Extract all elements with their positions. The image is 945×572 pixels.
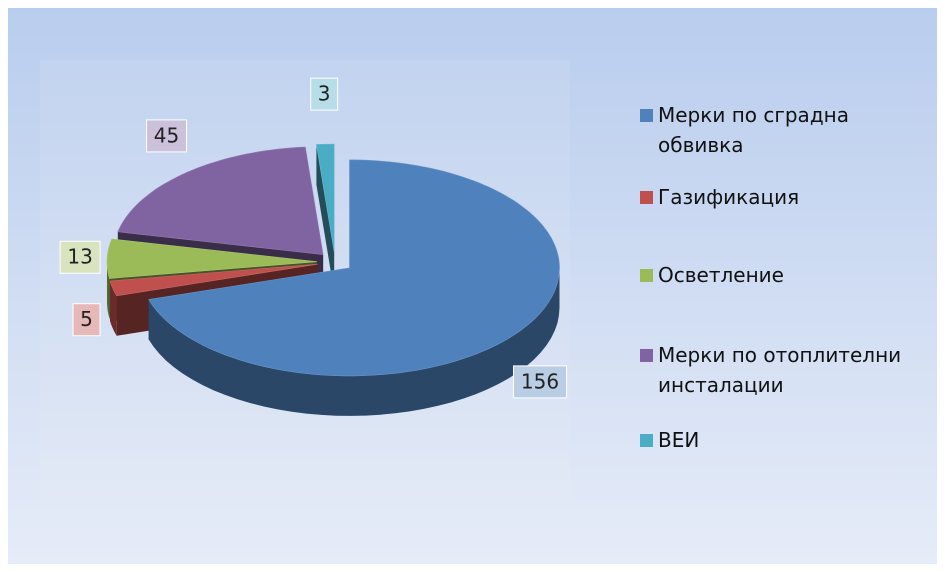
slice-side xyxy=(110,281,117,336)
legend-item: Мерки по отоплителни инсталации xyxy=(640,340,940,400)
legend-swatch xyxy=(640,191,653,204)
legend-item: ВЕИ xyxy=(640,425,940,455)
slice xyxy=(148,159,560,377)
legend-label: Газификация xyxy=(658,185,800,209)
slice-side xyxy=(148,267,560,416)
slice xyxy=(106,238,318,279)
legend-swatch xyxy=(640,349,653,362)
data-label-box xyxy=(72,303,101,337)
data-label: 156 xyxy=(521,369,559,393)
slice-side xyxy=(107,261,110,319)
data-label: 3 xyxy=(318,82,331,106)
data-label: 5 xyxy=(80,307,93,331)
legend-swatch xyxy=(640,434,653,447)
data-label-box xyxy=(513,365,568,399)
legend-label: ВЕИ xyxy=(658,428,700,452)
legend-swatch xyxy=(640,269,653,282)
data-label-box xyxy=(146,119,188,153)
pie xyxy=(106,143,560,416)
legend-item: Газификация xyxy=(640,182,940,212)
legend-label: Мерки по сградна обвивка xyxy=(658,103,849,157)
data-label: 13 xyxy=(67,245,92,269)
legend-label: Осветление xyxy=(658,263,784,287)
legend-label: Мерки по отоплителни инсталации xyxy=(658,343,902,397)
data-label-box xyxy=(59,240,101,274)
slice-cut-face xyxy=(316,144,335,293)
slice xyxy=(109,263,318,297)
legend-item: Мерки по сградна обвивка xyxy=(640,100,940,160)
data-label-box xyxy=(310,77,339,111)
slice xyxy=(117,146,324,255)
legend-item: Осветление xyxy=(640,260,940,290)
slice xyxy=(316,143,335,253)
data-label: 45 xyxy=(154,123,179,147)
legend-swatch xyxy=(640,109,653,122)
